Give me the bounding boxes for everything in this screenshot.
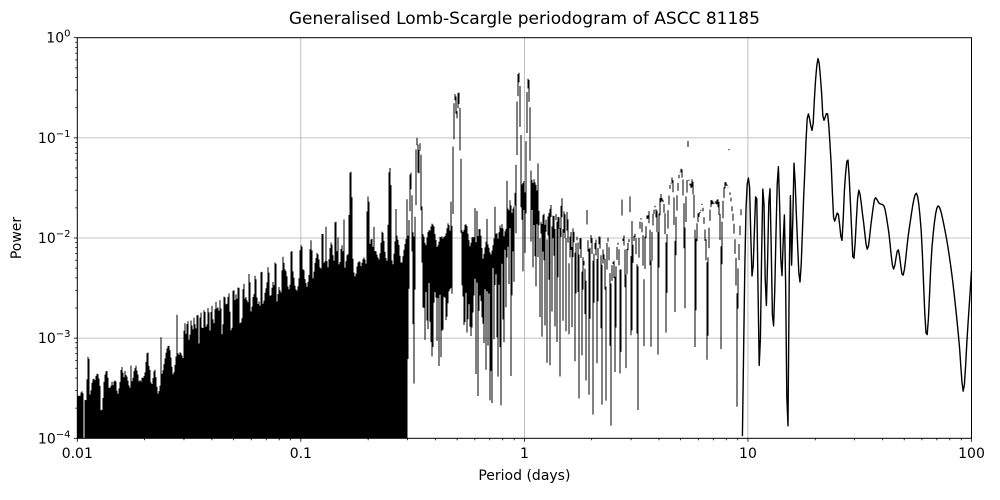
x-tick-label: 0.1: [290, 446, 312, 462]
data-layer: [77, 57, 973, 439]
x-axis-label: Period (days): [478, 468, 570, 484]
x-tick-label: 100: [958, 446, 985, 462]
y-tick-label: 10−1: [38, 129, 71, 147]
y-tick-label: 100: [46, 29, 70, 47]
y-tick-label: 10−4: [38, 429, 71, 447]
y-tick-label: 10−3: [38, 329, 71, 347]
y-tick-label: 10−2: [38, 229, 71, 247]
x-tick-label: 1: [520, 446, 529, 462]
plot-border: [76, 37, 973, 439]
x-tick-label: 10: [739, 446, 757, 462]
periodogram-dense-mass: [77, 72, 742, 439]
x-tick-label: 0.01: [62, 446, 93, 462]
chart-title: Generalised Lomb-Scargle periodogram of …: [289, 9, 760, 29]
axis-layer: 0.01 0.1 1 10 100 100 10−1 10−2 10−3 10−4: [38, 29, 985, 462]
periodogram-line: [741, 57, 973, 437]
y-axis-label: Power: [9, 217, 25, 260]
